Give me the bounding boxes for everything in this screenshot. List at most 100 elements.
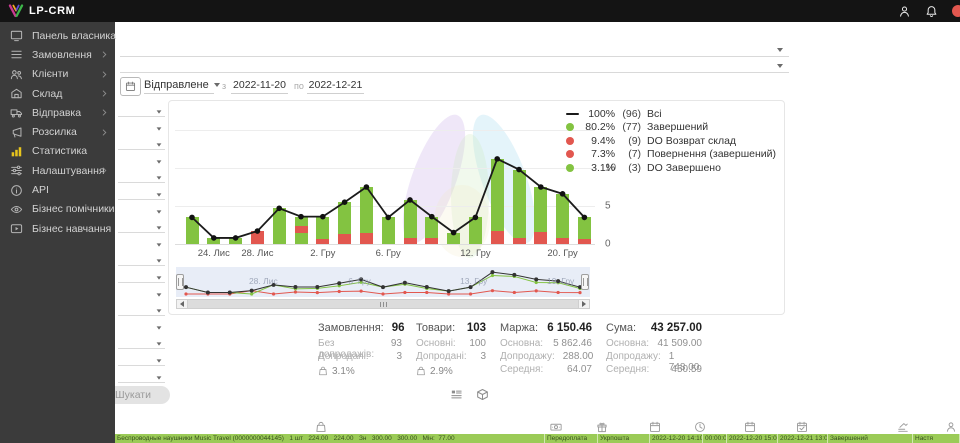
bar-9[interactable] (359, 187, 373, 244)
brand-logo[interactable]: LP-CRM (8, 4, 75, 18)
sidebar-item-shipping[interactable]: Відправка (0, 103, 115, 122)
bar-10[interactable] (381, 217, 395, 244)
sidebar-item-stats[interactable]: Статистика (0, 142, 115, 161)
chart-navigator[interactable]: 28. Лис 6. Гру 13. Гру 19. Гру (176, 267, 590, 297)
side-filter-select-11[interactable] (118, 266, 165, 283)
line-point[interactable] (298, 213, 304, 220)
line-point[interactable] (559, 191, 566, 197)
legend-item[interactable]: 80.2% (77) Завершений (566, 121, 776, 135)
line-point[interactable] (211, 235, 217, 241)
bar-19[interactable] (577, 217, 591, 244)
line-point[interactable] (516, 166, 522, 173)
column-header-calendar-check-icon[interactable] (796, 421, 808, 433)
line-point[interactable] (320, 213, 326, 220)
line-point[interactable] (407, 197, 413, 203)
bar-6[interactable] (294, 216, 308, 244)
date-type-select[interactable]: Відправлене (144, 77, 220, 94)
sidebar-item-warehouse[interactable]: Склад (0, 84, 115, 103)
side-filter-select-1[interactable] (118, 100, 165, 117)
column-header-banknote-icon[interactable] (550, 421, 562, 433)
side-filter-select-5[interactable] (118, 166, 165, 184)
line-point[interactable] (189, 214, 195, 221)
filter-select-1[interactable] (120, 43, 789, 57)
sidebar-item-clients[interactable]: Клієнти (0, 65, 115, 84)
legend-item[interactable]: 100% (96) Всі (566, 107, 776, 121)
scroll-left-arrow[interactable] (177, 300, 188, 308)
line-point[interactable] (363, 184, 370, 190)
cube-view-toggle[interactable] (476, 388, 489, 401)
legend-item[interactable]: 9.4% (9) DO Возврат склад (566, 134, 776, 148)
bar-16[interactable] (512, 169, 526, 244)
bar-13[interactable] (447, 232, 461, 244)
sidebar-item-mailing[interactable]: Розсилка (0, 122, 115, 141)
column-header-calendar-icon[interactable] (744, 421, 756, 433)
line-point[interactable] (341, 199, 348, 205)
line-point[interactable] (254, 228, 261, 234)
side-filter-select-10[interactable] (118, 249, 165, 267)
sidebar-item-training[interactable]: Бізнес навчання (0, 219, 115, 238)
side-filter-select-6[interactable] (118, 183, 165, 200)
bar-18[interactable] (556, 193, 570, 244)
side-filter-select-4[interactable] (118, 149, 165, 167)
bar-8[interactable] (338, 202, 352, 244)
line-point[interactable] (385, 214, 391, 221)
person-icon[interactable] (898, 5, 911, 18)
side-filter-select-16[interactable] (118, 349, 165, 366)
side-filter-select-14[interactable] (118, 315, 165, 333)
bar-15[interactable] (490, 158, 504, 244)
bell-icon[interactable] (925, 5, 938, 18)
side-filter-select-17[interactable] (118, 365, 165, 383)
bar-4[interactable] (250, 231, 264, 244)
chart-scrollbar[interactable] (176, 299, 590, 309)
side-filter-select-2[interactable] (118, 116, 165, 134)
bar-5[interactable] (272, 208, 286, 244)
sidebar-item-api[interactable]: API (0, 180, 115, 199)
bar-3[interactable] (229, 237, 243, 244)
line-point[interactable] (276, 205, 282, 212)
column-header-bag-icon[interactable] (315, 421, 327, 433)
bar-2[interactable] (207, 237, 221, 244)
navigator-right-handle[interactable] (581, 274, 589, 290)
column-header-chart-lines-icon[interactable] (897, 421, 909, 433)
line-point[interactable] (450, 229, 457, 236)
line-point[interactable] (472, 214, 479, 221)
side-filter-select-3[interactable] (118, 133, 165, 151)
sidebar-item-helpers[interactable]: Бізнес помічники (0, 200, 115, 219)
bar-11[interactable] (403, 199, 417, 244)
navigator-left-handle[interactable] (176, 274, 184, 290)
line-point[interactable] (581, 214, 588, 221)
alert-indicator[interactable] (952, 5, 960, 17)
sidebar-item-dashboard[interactable]: Панель власника (0, 26, 116, 45)
line-point[interactable] (494, 156, 501, 162)
line-point[interactable] (538, 184, 544, 190)
scrollbar-thumb[interactable] (188, 300, 578, 308)
filter-select-2[interactable] (120, 59, 789, 73)
side-filter-select-9[interactable] (118, 232, 165, 250)
table-row[interactable]: Беспроводные наушники Music Travel (0000… (115, 434, 960, 443)
column-header-gift-icon[interactable] (596, 421, 608, 433)
side-filter-select-15[interactable] (118, 332, 165, 350)
date-from-input[interactable]: 2022-11-20 (231, 77, 288, 94)
column-header-clock-icon[interactable] (694, 421, 706, 433)
legend-item[interactable]: 7.3% (7) Повернення (завершений) (566, 148, 776, 162)
bar-1[interactable] (185, 217, 199, 244)
sidebar-item-orders[interactable]: Замовлення (0, 45, 115, 64)
side-filter-select-12[interactable] (118, 282, 165, 300)
bar-7[interactable] (316, 216, 330, 244)
side-filter-select-7[interactable] (118, 199, 165, 217)
line-point[interactable] (429, 213, 435, 220)
column-header-calendar-icon[interactable] (649, 421, 661, 433)
sidebar-item-settings[interactable]: Налаштування (0, 161, 115, 180)
line-point[interactable] (232, 235, 239, 241)
bar-14[interactable] (468, 217, 482, 244)
legend-item[interactable]: 3.1% (3) DO Завершено (566, 161, 776, 175)
list-indent-view-toggle[interactable] (450, 388, 463, 401)
calendar-button[interactable] (120, 77, 141, 96)
side-filter-select-8[interactable] (118, 216, 165, 234)
date-to-input[interactable]: 2022-12-21 (307, 77, 364, 94)
bar-17[interactable] (534, 187, 548, 244)
scroll-right-arrow[interactable] (578, 300, 589, 308)
side-filter-select-13[interactable] (118, 299, 165, 317)
column-header-person-icon[interactable] (945, 421, 957, 433)
bar-12[interactable] (425, 216, 439, 244)
